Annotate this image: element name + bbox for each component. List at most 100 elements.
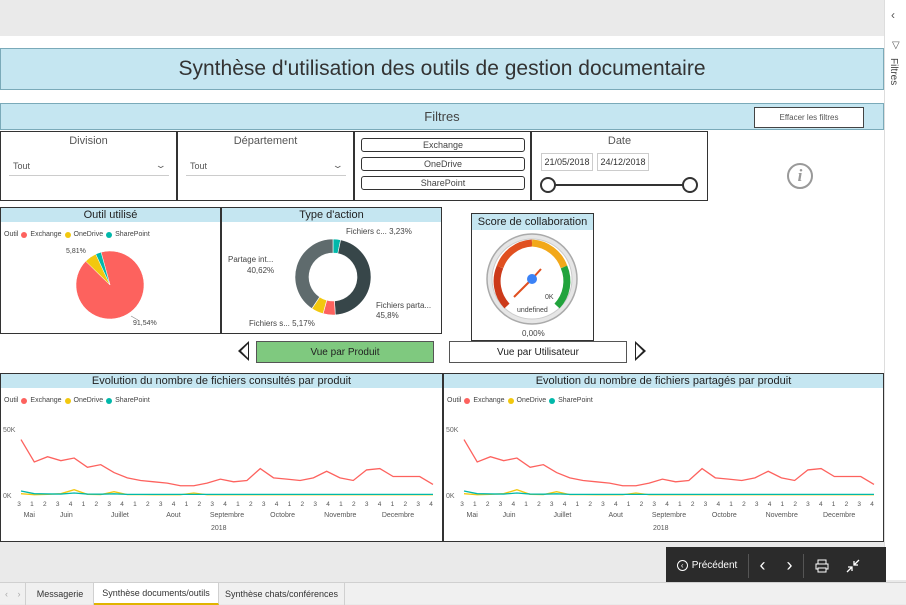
outil-chart-title: Outil utilisé (1, 208, 220, 222)
departement-dropdown[interactable]: Tout ⌄ (186, 156, 346, 176)
x-tick-label: 4 (429, 501, 433, 508)
x-year-label: 2018 (211, 525, 227, 532)
x-month-label: Juin (503, 512, 516, 519)
partages-legend: Outil Exchange OneDrive SharePoint (447, 397, 593, 404)
exit-fullscreen-icon-svg (846, 559, 860, 572)
x-month-label: Mai (24, 512, 36, 519)
tool-exchange-button[interactable]: Exchange (361, 138, 525, 152)
x-tick-label: 3 (857, 501, 861, 508)
y-axis-label: 0K (3, 493, 12, 500)
x-month-label: Juillet (553, 512, 571, 519)
x-tick-label: 2 (793, 501, 797, 508)
tool-onedrive-button[interactable]: OneDrive (361, 157, 525, 171)
date-slider-end-handle[interactable] (682, 177, 698, 193)
outil-pie-chart[interactable] (70, 248, 160, 333)
x-tick-label: 3 (550, 501, 554, 508)
division-value: Tout (13, 160, 31, 171)
x-month-label: Decembre (823, 512, 855, 519)
view-produit-button[interactable]: Vue par Produit (256, 341, 434, 363)
x-tick-label: 1 (30, 501, 34, 508)
score-gauge[interactable] (484, 233, 580, 325)
donut-slice-fichiers-partages[interactable] (334, 239, 372, 316)
pie-slice-sharepoint[interactable] (95, 251, 111, 286)
print-icon-svg (815, 559, 829, 572)
prev-page-icon[interactable]: ‹ (759, 555, 766, 575)
gauge-undefined-label: undefined (517, 307, 548, 314)
x-tick-label: 2 (742, 501, 746, 508)
x-tick-label: 1 (729, 501, 733, 508)
series-line-sharepoint[interactable] (20, 490, 433, 495)
chevron-down-icon: ⌄ (155, 160, 168, 170)
nav-right-arrow-inner (636, 344, 643, 358)
x-tick-label: 2 (640, 501, 644, 508)
x-tick-label: 3 (652, 501, 656, 508)
info-icon[interactable]: i (787, 163, 813, 189)
date-slider-track[interactable] (548, 184, 690, 186)
filters-header: Filtres (0, 103, 884, 130)
action-donut-chart[interactable] (288, 232, 378, 322)
x-month-label: Septembre (652, 512, 686, 519)
x-tick-label: 2 (300, 501, 304, 508)
exit-fullscreen-icon[interactable] (840, 547, 866, 584)
x-year-label: 2018 (653, 525, 669, 532)
x-tick-label: 4 (120, 501, 124, 508)
tab-messagerie[interactable]: Messagerie (27, 583, 94, 605)
legend-onedrive: OneDrive (73, 231, 104, 238)
chevron-left-icon[interactable]: ‹ (891, 8, 895, 22)
consultes-chart-panel: Evolution du nombre de fichiers consulté… (0, 373, 443, 542)
date-start-input[interactable]: 21/05/2018 (541, 153, 593, 171)
series-line-sharepoint[interactable] (463, 490, 874, 495)
view-utilisateur-button[interactable]: Vue par Utilisateur (449, 341, 627, 363)
action-label-partages-val: 45,8% (376, 311, 399, 320)
x-tick-label: 4 (716, 501, 720, 508)
x-month-label: Juin (60, 512, 73, 519)
division-dropdown[interactable]: Tout ⌄ (9, 156, 169, 176)
toolbar-divider (803, 553, 804, 578)
x-tick-label: 3 (806, 501, 810, 508)
action-label-partage-val: 40,62% (247, 266, 275, 275)
filters-pane-label[interactable]: Filtres (888, 58, 899, 86)
consultes-legend: Outil Exchange OneDrive SharePoint (4, 397, 150, 404)
legend-title: Outil (447, 397, 462, 404)
next-page-icon[interactable]: › (786, 555, 793, 575)
x-tick-label: 1 (236, 501, 240, 508)
x-tick-label: 1 (627, 501, 631, 508)
legend-dot-exchange (21, 231, 28, 238)
filters-pane[interactable]: ‹ ▽ Filtres (884, 0, 906, 580)
legend-exchange: Exchange (30, 231, 62, 238)
tab-synthese-chats[interactable]: Synthèse chats/conférences (219, 583, 345, 605)
x-tick-label: 1 (832, 501, 836, 508)
x-tick-label: 3 (704, 501, 708, 508)
clear-filters-button[interactable]: Effacer les filtres (754, 107, 864, 128)
date-end-input[interactable]: 24/12/2018 (597, 153, 649, 171)
partages-line-chart[interactable]: 50K 0K 3 1 2 3 4 1 2 3 4 1 2 3 4 1 2 3 4 1 2 3 4 1 2 3 4 1 2 3 4 1 2 3 4 Ma… (444, 420, 882, 535)
tool-sharepoint-button[interactable]: SharePoint (361, 176, 525, 190)
date-slider-start-handle[interactable] (540, 177, 556, 193)
series-line-exchange[interactable] (463, 439, 875, 487)
x-tick-label: 3 (601, 501, 605, 508)
x-tick-label: 3 (56, 501, 60, 508)
series-line-exchange[interactable] (20, 439, 434, 487)
print-icon[interactable] (804, 547, 840, 584)
consultes-line-chart[interactable]: 50K 0K 3 1 2 3 4 1 2 3 4 1 2 3 4 1 2 3 4 1 2 3 4 1 2 3 4 1 2 3 4 1 2 3 4 Ma… (1, 420, 441, 535)
x-tick-label: 4 (378, 501, 382, 508)
page-tabs: ‹ › Messagerie Synthèse documents/outils… (0, 582, 906, 605)
x-month-label: Novembre (766, 512, 798, 519)
donut-slice-partage-interne[interactable] (294, 238, 334, 310)
legend-dot-sharepoint (106, 397, 113, 404)
y-axis-label: 0K (446, 493, 455, 500)
tab-synthese-documents[interactable]: Synthèse documents/outils (94, 583, 219, 605)
legend-onedrive: OneDrive (516, 397, 547, 404)
toolbar-divider (748, 553, 749, 578)
x-tick-label: 1 (678, 501, 682, 508)
tab-scroll-left-icon[interactable]: ‹ (5, 589, 8, 599)
x-tick-label: 4 (511, 501, 515, 508)
legend-exchange: Exchange (30, 397, 62, 404)
x-tick-label: 2 (249, 501, 253, 508)
action-chart-title: Type d'action (222, 208, 441, 222)
x-tick-label: 1 (185, 501, 189, 508)
x-tick-label: 3 (313, 501, 317, 508)
back-button[interactable]: ‹ Précédent (666, 547, 748, 584)
x-tick-label: 2 (588, 501, 592, 508)
tab-scroll-right-icon[interactable]: › (13, 583, 26, 605)
